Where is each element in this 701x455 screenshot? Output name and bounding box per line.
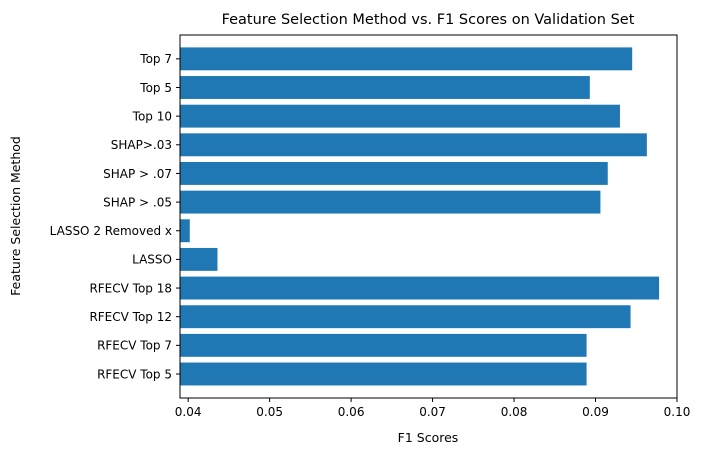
x-tick-label: 0.08 — [501, 405, 528, 419]
y-axis-label: Feature Selection Method — [8, 136, 23, 296]
bar-rfecv-top-12 — [180, 305, 631, 329]
bar-shap-05 — [180, 190, 601, 214]
bar-rfecv-top-18 — [180, 276, 660, 300]
chart-title: Feature Selection Method vs. F1 Scores o… — [222, 12, 635, 28]
bar-shap-07 — [180, 162, 608, 185]
y-tick-label: SHAP>.03 — [111, 138, 172, 152]
y-tick-label: LASSO — [132, 253, 172, 267]
bar-rfecv-top-5 — [180, 362, 587, 386]
y-axis-ticks: RFECV Top 5 RFECV Top 7 RFECV Top 12 RFECV … — [50, 52, 180, 381]
x-tick-label: 0.04 — [175, 405, 202, 419]
y-tick-label: RFECV Top 12 — [89, 310, 172, 324]
x-axis-label: F1 Scores — [398, 430, 459, 445]
y-tick-label: Top 7 — [139, 52, 172, 66]
bars-group — [180, 47, 660, 386]
bar-shap-03 — [180, 133, 647, 157]
y-tick-label: Top 10 — [132, 109, 172, 123]
bar-top-7 — [180, 47, 633, 71]
bar-lasso — [180, 247, 218, 271]
y-tick-label: Top 5 — [139, 81, 172, 95]
x-tick-label: 0.07 — [419, 405, 446, 419]
bar-top-10 — [180, 104, 620, 128]
x-tick-label: 0.10 — [664, 405, 691, 419]
bar-lasso-2-removed-x — [180, 219, 190, 243]
y-tick-label: RFECV Top 5 — [97, 367, 172, 381]
x-tick-label: 0.05 — [256, 405, 283, 419]
y-tick-label: RFECV Top 7 — [97, 339, 172, 353]
x-tick-label: 0.06 — [338, 405, 365, 419]
y-tick-label: RFECV Top 18 — [89, 281, 172, 295]
y-tick-label: SHAP > .05 — [103, 195, 172, 209]
y-tick-label: SHAP > .07 — [103, 167, 172, 181]
bar-rfecv-top-7 — [180, 333, 587, 357]
x-tick-label: 0.09 — [582, 405, 609, 419]
x-axis-ticks: 0.04 0.05 0.06 0.07 0.08 0.09 0.10 — [175, 398, 691, 419]
bar-top-5 — [180, 76, 590, 99]
plot-frame — [179, 34, 678, 399]
y-tick-label: LASSO 2 Removed x — [50, 224, 172, 238]
